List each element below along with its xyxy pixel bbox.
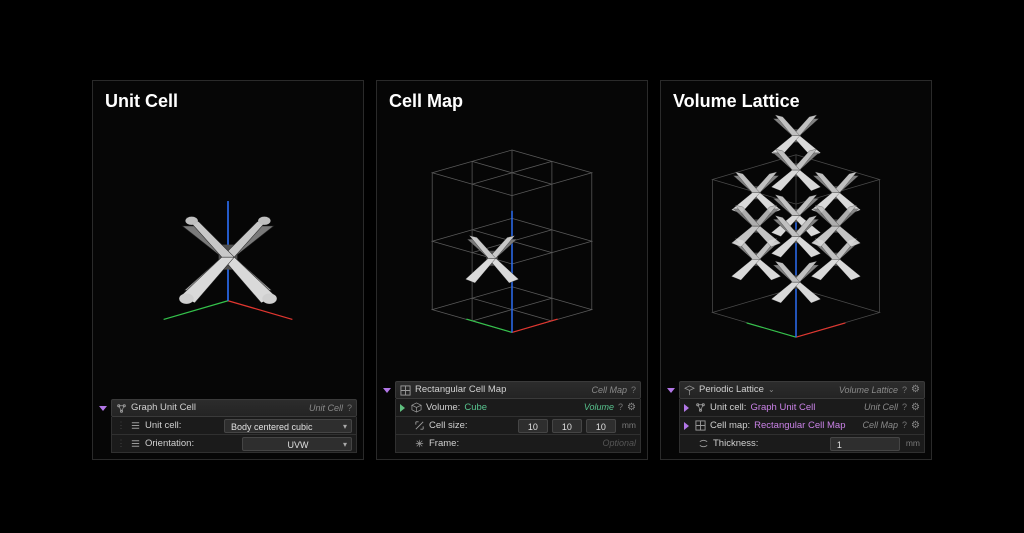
property-label: Thickness: (713, 439, 758, 449)
inspector-volume-lattice: Periodic Lattice ⌄ Volume Lattice ? ⚙ Un… (661, 378, 931, 459)
node-type: Volume Lattice (839, 386, 898, 395)
volume-lattice-render (661, 112, 931, 378)
unit-label: mm (906, 439, 920, 448)
property-row-cellsize: Cell size: 10 10 10 mm (395, 417, 641, 435)
inspector-unit-cell: Graph Unit Cell Unit Cell ? ⋮ Unit cell:… (93, 396, 363, 459)
help-icon[interactable]: ? (347, 404, 352, 413)
help-icon[interactable]: ? (902, 421, 907, 430)
panel-unit-cell: Unit Cell (92, 80, 364, 460)
lattice-icon (684, 385, 695, 396)
help-icon[interactable]: ? (631, 386, 636, 395)
node-label: Periodic Lattice (699, 385, 764, 395)
property-label: Volume: (426, 403, 460, 413)
expand-icon[interactable] (383, 388, 391, 393)
gear-icon[interactable]: ⚙ (911, 421, 920, 431)
graph-icon (116, 403, 127, 414)
link-type: Cell Map (863, 421, 899, 430)
cellsize-x[interactable]: 10 (518, 419, 548, 433)
link-type: Volume (584, 403, 614, 412)
property-row-thickness: Thickness: 1 mm (679, 435, 925, 453)
frame-placeholder[interactable]: Optional (596, 439, 636, 448)
resize-icon (414, 420, 425, 431)
cell-map-render (377, 112, 647, 378)
graph-icon (695, 402, 706, 413)
cellmap-icon (400, 385, 411, 396)
panel-title: Cell Map (377, 81, 647, 112)
node-label: Rectangular Cell Map (415, 385, 506, 395)
node-type: Unit Cell (309, 404, 343, 413)
volume-link[interactable]: Cube (464, 403, 487, 413)
property-row-unitcell: ⋮ Unit cell: Body centered cubic (111, 417, 357, 435)
expand-icon[interactable] (400, 404, 405, 412)
property-label: Frame: (429, 439, 459, 449)
help-icon[interactable]: ? (902, 386, 907, 395)
thickness-field[interactable]: 1 (830, 437, 900, 451)
gear-icon[interactable]: ⚙ (911, 403, 920, 413)
cellmap-link[interactable]: Rectangular Cell Map (754, 421, 845, 431)
node-header[interactable]: Rectangular Cell Map Cell Map ? (395, 381, 641, 399)
link-type: Unit Cell (864, 403, 898, 412)
help-icon[interactable]: ? (618, 403, 623, 412)
expand-icon[interactable] (99, 406, 107, 411)
expand-icon[interactable] (667, 388, 675, 393)
panel-volume-lattice: Volume Lattice (660, 80, 932, 460)
unitcell-link[interactable]: Graph Unit Cell (750, 403, 815, 413)
inspector-cell-map: Rectangular Cell Map Cell Map ? Volume: … (377, 378, 647, 459)
property-row-frame: Frame: Optional (395, 435, 641, 453)
unit-label: mm (622, 421, 636, 430)
expand-icon[interactable] (684, 404, 689, 412)
property-label: Unit cell: (145, 421, 181, 431)
property-label: Cell map: (710, 421, 750, 431)
node-label: Graph Unit Cell (131, 403, 196, 413)
property-label: Orientation: (145, 439, 194, 449)
node-header[interactable]: Graph Unit Cell Unit Cell ? (111, 399, 357, 417)
orientation-dropdown[interactable]: UVW (242, 437, 352, 451)
list-icon (130, 438, 141, 449)
unit-cell-render (93, 112, 363, 396)
node-type: Cell Map (591, 386, 627, 395)
cellmap-icon (695, 420, 706, 431)
panel-cell-map: Cell Map (376, 80, 648, 460)
panels-container: Unit Cell (0, 0, 1024, 500)
property-label: Unit cell: (710, 403, 746, 413)
property-row-cellmap: Cell map: Rectangular Cell Map Cell Map … (679, 417, 925, 435)
property-row-unitcell: Unit cell: Graph Unit Cell Unit Cell ? ⚙ (679, 399, 925, 417)
list-icon (130, 420, 141, 431)
viewport-unit-cell[interactable] (93, 112, 363, 396)
node-header[interactable]: Periodic Lattice ⌄ Volume Lattice ? ⚙ (679, 381, 925, 399)
viewport-volume-lattice[interactable] (661, 112, 931, 378)
viewport-cell-map[interactable] (377, 112, 647, 378)
panel-title: Unit Cell (93, 81, 363, 112)
gear-icon[interactable]: ⚙ (911, 385, 920, 395)
expand-icon[interactable] (684, 422, 689, 430)
property-row-orientation: ⋮ Orientation: UVW (111, 435, 357, 453)
cellsize-z[interactable]: 10 (586, 419, 616, 433)
help-icon[interactable]: ? (902, 403, 907, 412)
property-label: Cell size: (429, 421, 468, 431)
property-row-volume: Volume: Cube Volume ? ⚙ (395, 399, 641, 417)
frame-icon (414, 438, 425, 449)
cube-icon (411, 402, 422, 413)
thickness-icon (698, 438, 709, 449)
cellsize-y[interactable]: 10 (552, 419, 582, 433)
gear-icon[interactable]: ⚙ (627, 403, 636, 413)
panel-title: Volume Lattice (661, 81, 931, 112)
unitcell-dropdown[interactable]: Body centered cubic (224, 419, 352, 433)
